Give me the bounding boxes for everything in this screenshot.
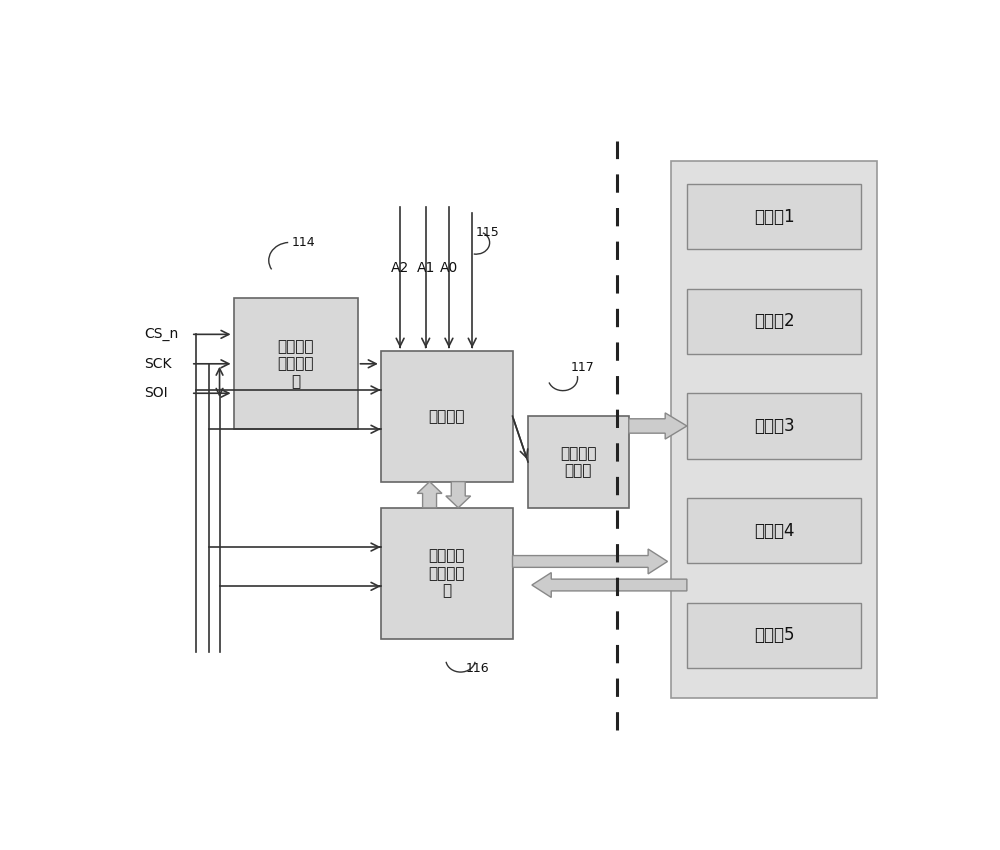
Bar (687, 603, 861, 668)
Bar (687, 498, 861, 564)
Text: 117: 117 (571, 360, 594, 373)
Text: 地址指针
寄存器: 地址指针 寄存器 (560, 445, 597, 479)
Text: 寄存器3: 寄存器3 (754, 417, 794, 435)
Text: 寄存器2: 寄存器2 (754, 312, 794, 331)
Text: 并串和串
并转换模
块: 并串和串 并转换模 块 (428, 548, 465, 598)
Text: SOI: SOI (144, 386, 168, 400)
FancyArrow shape (446, 482, 471, 507)
Bar (687, 184, 861, 249)
Bar (381, 351, 512, 482)
Bar (671, 161, 877, 698)
Bar (381, 507, 512, 638)
Text: 114: 114 (292, 236, 315, 249)
Text: CS_n: CS_n (144, 327, 179, 342)
Text: 起始和终
止检测模
块: 起始和终 止检测模 块 (277, 339, 314, 388)
Bar (687, 288, 861, 354)
FancyArrow shape (532, 573, 687, 598)
Text: 115: 115 (476, 226, 500, 240)
Text: 116: 116 (466, 661, 490, 675)
Bar (687, 394, 861, 459)
Text: A1: A1 (417, 262, 435, 275)
Text: A2: A2 (391, 262, 409, 275)
Text: A0: A0 (440, 262, 458, 275)
Text: SCK: SCK (144, 357, 172, 371)
FancyArrow shape (629, 413, 687, 439)
FancyArrow shape (417, 482, 442, 507)
Text: 寄存器1: 寄存器1 (754, 207, 794, 225)
Text: 寄存器5: 寄存器5 (754, 626, 794, 644)
Text: 控制模块: 控制模块 (428, 409, 465, 423)
Bar (234, 298, 358, 429)
FancyArrow shape (512, 549, 668, 574)
Text: 寄存器4: 寄存器4 (754, 522, 794, 540)
Bar (528, 416, 629, 507)
